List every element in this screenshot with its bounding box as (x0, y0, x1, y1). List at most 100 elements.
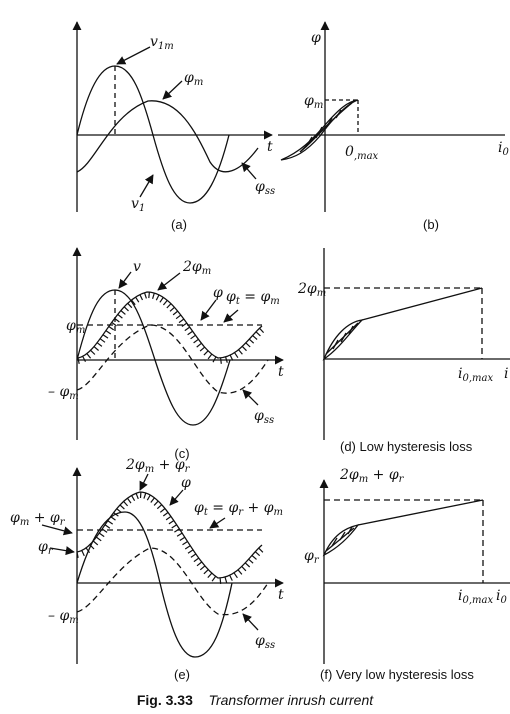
f-hatch (347, 526, 353, 535)
c-voltage-curve (76, 289, 231, 426)
c-flux-dashed (76, 324, 269, 394)
hatch-tick (245, 342, 251, 348)
a-t-label: t (267, 139, 273, 155)
f-caption: (f) Very low hysteresis loss (320, 667, 474, 682)
hatch-tick (159, 297, 164, 303)
c-phim-label: φm (66, 318, 85, 336)
hatch-tick (104, 524, 111, 529)
hatch-tick (162, 300, 168, 306)
a-phiss-label: φss (255, 179, 275, 197)
a-v1m-label: v1m (150, 34, 174, 52)
hatch-tick (120, 310, 126, 315)
hatch-tick (135, 493, 139, 500)
c-v-label: v (133, 259, 141, 275)
hatch-tick (92, 540, 99, 546)
figure-title: Transformer inrush current (208, 692, 374, 708)
hatch-tick (143, 292, 147, 299)
hatch-tick (190, 553, 197, 558)
hatch-tick (143, 492, 147, 499)
hatch-tick (148, 292, 150, 299)
a-v1m-leader (116, 46, 151, 65)
b-hatch (335, 109, 342, 119)
hatch-tick (203, 569, 209, 575)
hatch-tick (90, 349, 96, 355)
figure-caption: Fig. 3.33 Transformer inrush current (137, 692, 374, 708)
hatch-tick (211, 576, 217, 582)
e-phit-label: φt = φr + φm (194, 500, 283, 518)
hatch-tick (248, 338, 255, 344)
c-total-flux-curve (77, 291, 263, 359)
panel-d (322, 248, 510, 440)
hatch-tick (82, 356, 87, 362)
hatch-tick (93, 346, 99, 351)
hatch-tick (174, 528, 180, 533)
c-phi-label: φ (213, 285, 223, 301)
e-phir-leader (49, 546, 75, 556)
b-hatch (315, 126, 323, 139)
a-v1-leader (139, 174, 154, 198)
hatch-tick (114, 317, 120, 323)
hatch-tick (193, 338, 199, 344)
panel-a (72, 21, 273, 212)
hatch-tick (179, 536, 186, 542)
hatch-tick (175, 314, 182, 320)
e-caption: (e) (174, 667, 190, 682)
hatch-tick (184, 326, 191, 332)
a-voltage-curve (76, 65, 230, 204)
e-flux-dashed (76, 547, 269, 616)
panel-e (41, 467, 284, 664)
hatch-tick (123, 501, 129, 507)
c-caption: (c) (174, 446, 189, 461)
e-flux-hatching (76, 491, 264, 584)
d-hatch (340, 332, 347, 343)
hatch-tick (181, 322, 188, 327)
panel-f (319, 479, 510, 664)
c-phit-leader (223, 309, 239, 323)
a-flux-curve (76, 100, 259, 173)
e-phim-phir-label: φm + φr (10, 510, 66, 528)
hatch-tick (229, 354, 234, 361)
hatch-tick (187, 330, 193, 336)
a-phim-leader (162, 80, 183, 100)
e-phi-leader (169, 489, 184, 506)
hatch-tick (219, 577, 222, 584)
hatch-tick (254, 551, 261, 557)
e-phiss-label: φss (255, 633, 275, 651)
hatch-tick (212, 356, 217, 363)
c-2phim-leader (157, 272, 181, 291)
b-phi-label: φ (311, 30, 321, 46)
f-hatch (331, 537, 338, 547)
hatch-tick (258, 547, 264, 553)
hatch-tick (182, 540, 188, 546)
hatch-tick (107, 520, 114, 525)
b-caption: (b) (423, 217, 439, 232)
e-phimphir-leader (41, 524, 73, 536)
e-2phim-leader (139, 473, 149, 491)
hatch-tick (244, 562, 251, 568)
panel-b (278, 21, 505, 212)
hatch-tick (241, 566, 247, 572)
hatch-tick (131, 495, 136, 501)
hatch-tick (199, 565, 206, 571)
hatch-tick (224, 576, 228, 583)
hatch-tick (119, 504, 125, 510)
hatch-tick (233, 572, 238, 579)
e-phiss-leader (242, 613, 259, 631)
hatch-tick (196, 561, 203, 567)
d-2phim-label: 2φm (297, 281, 326, 299)
e-neg-phim-label: – φm (48, 608, 79, 626)
hatch-tick (241, 345, 247, 352)
e-t-label: t (278, 587, 284, 603)
hatch-tick (166, 303, 172, 309)
b-i0-label: i0 (498, 140, 509, 158)
hatch-tick (156, 504, 163, 510)
hatch-tick (193, 557, 200, 563)
e-phir-label: φr (38, 539, 54, 557)
c-v-leader (118, 271, 132, 289)
hatch-tick (150, 497, 155, 503)
hatch-tick (229, 574, 233, 581)
c-neg-phim-label: – φm (48, 384, 79, 402)
hatch-tick (199, 346, 205, 352)
d-hatch (332, 339, 339, 350)
hatch-tick (117, 313, 123, 319)
